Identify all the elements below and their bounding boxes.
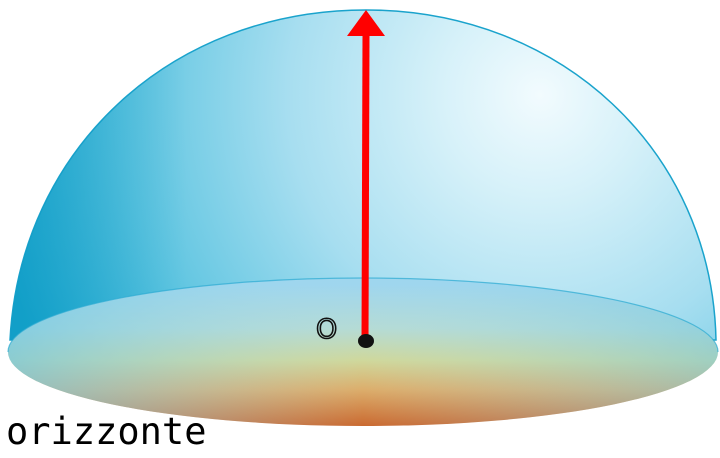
horizon-plane-glow xyxy=(8,278,718,426)
svg-text:O: O xyxy=(316,314,337,345)
zenith-arrow-icon xyxy=(347,10,385,341)
observer-label-o: O xyxy=(315,313,338,346)
observer-dot-icon xyxy=(358,334,374,348)
horizon-label: orizzonte xyxy=(6,410,207,453)
